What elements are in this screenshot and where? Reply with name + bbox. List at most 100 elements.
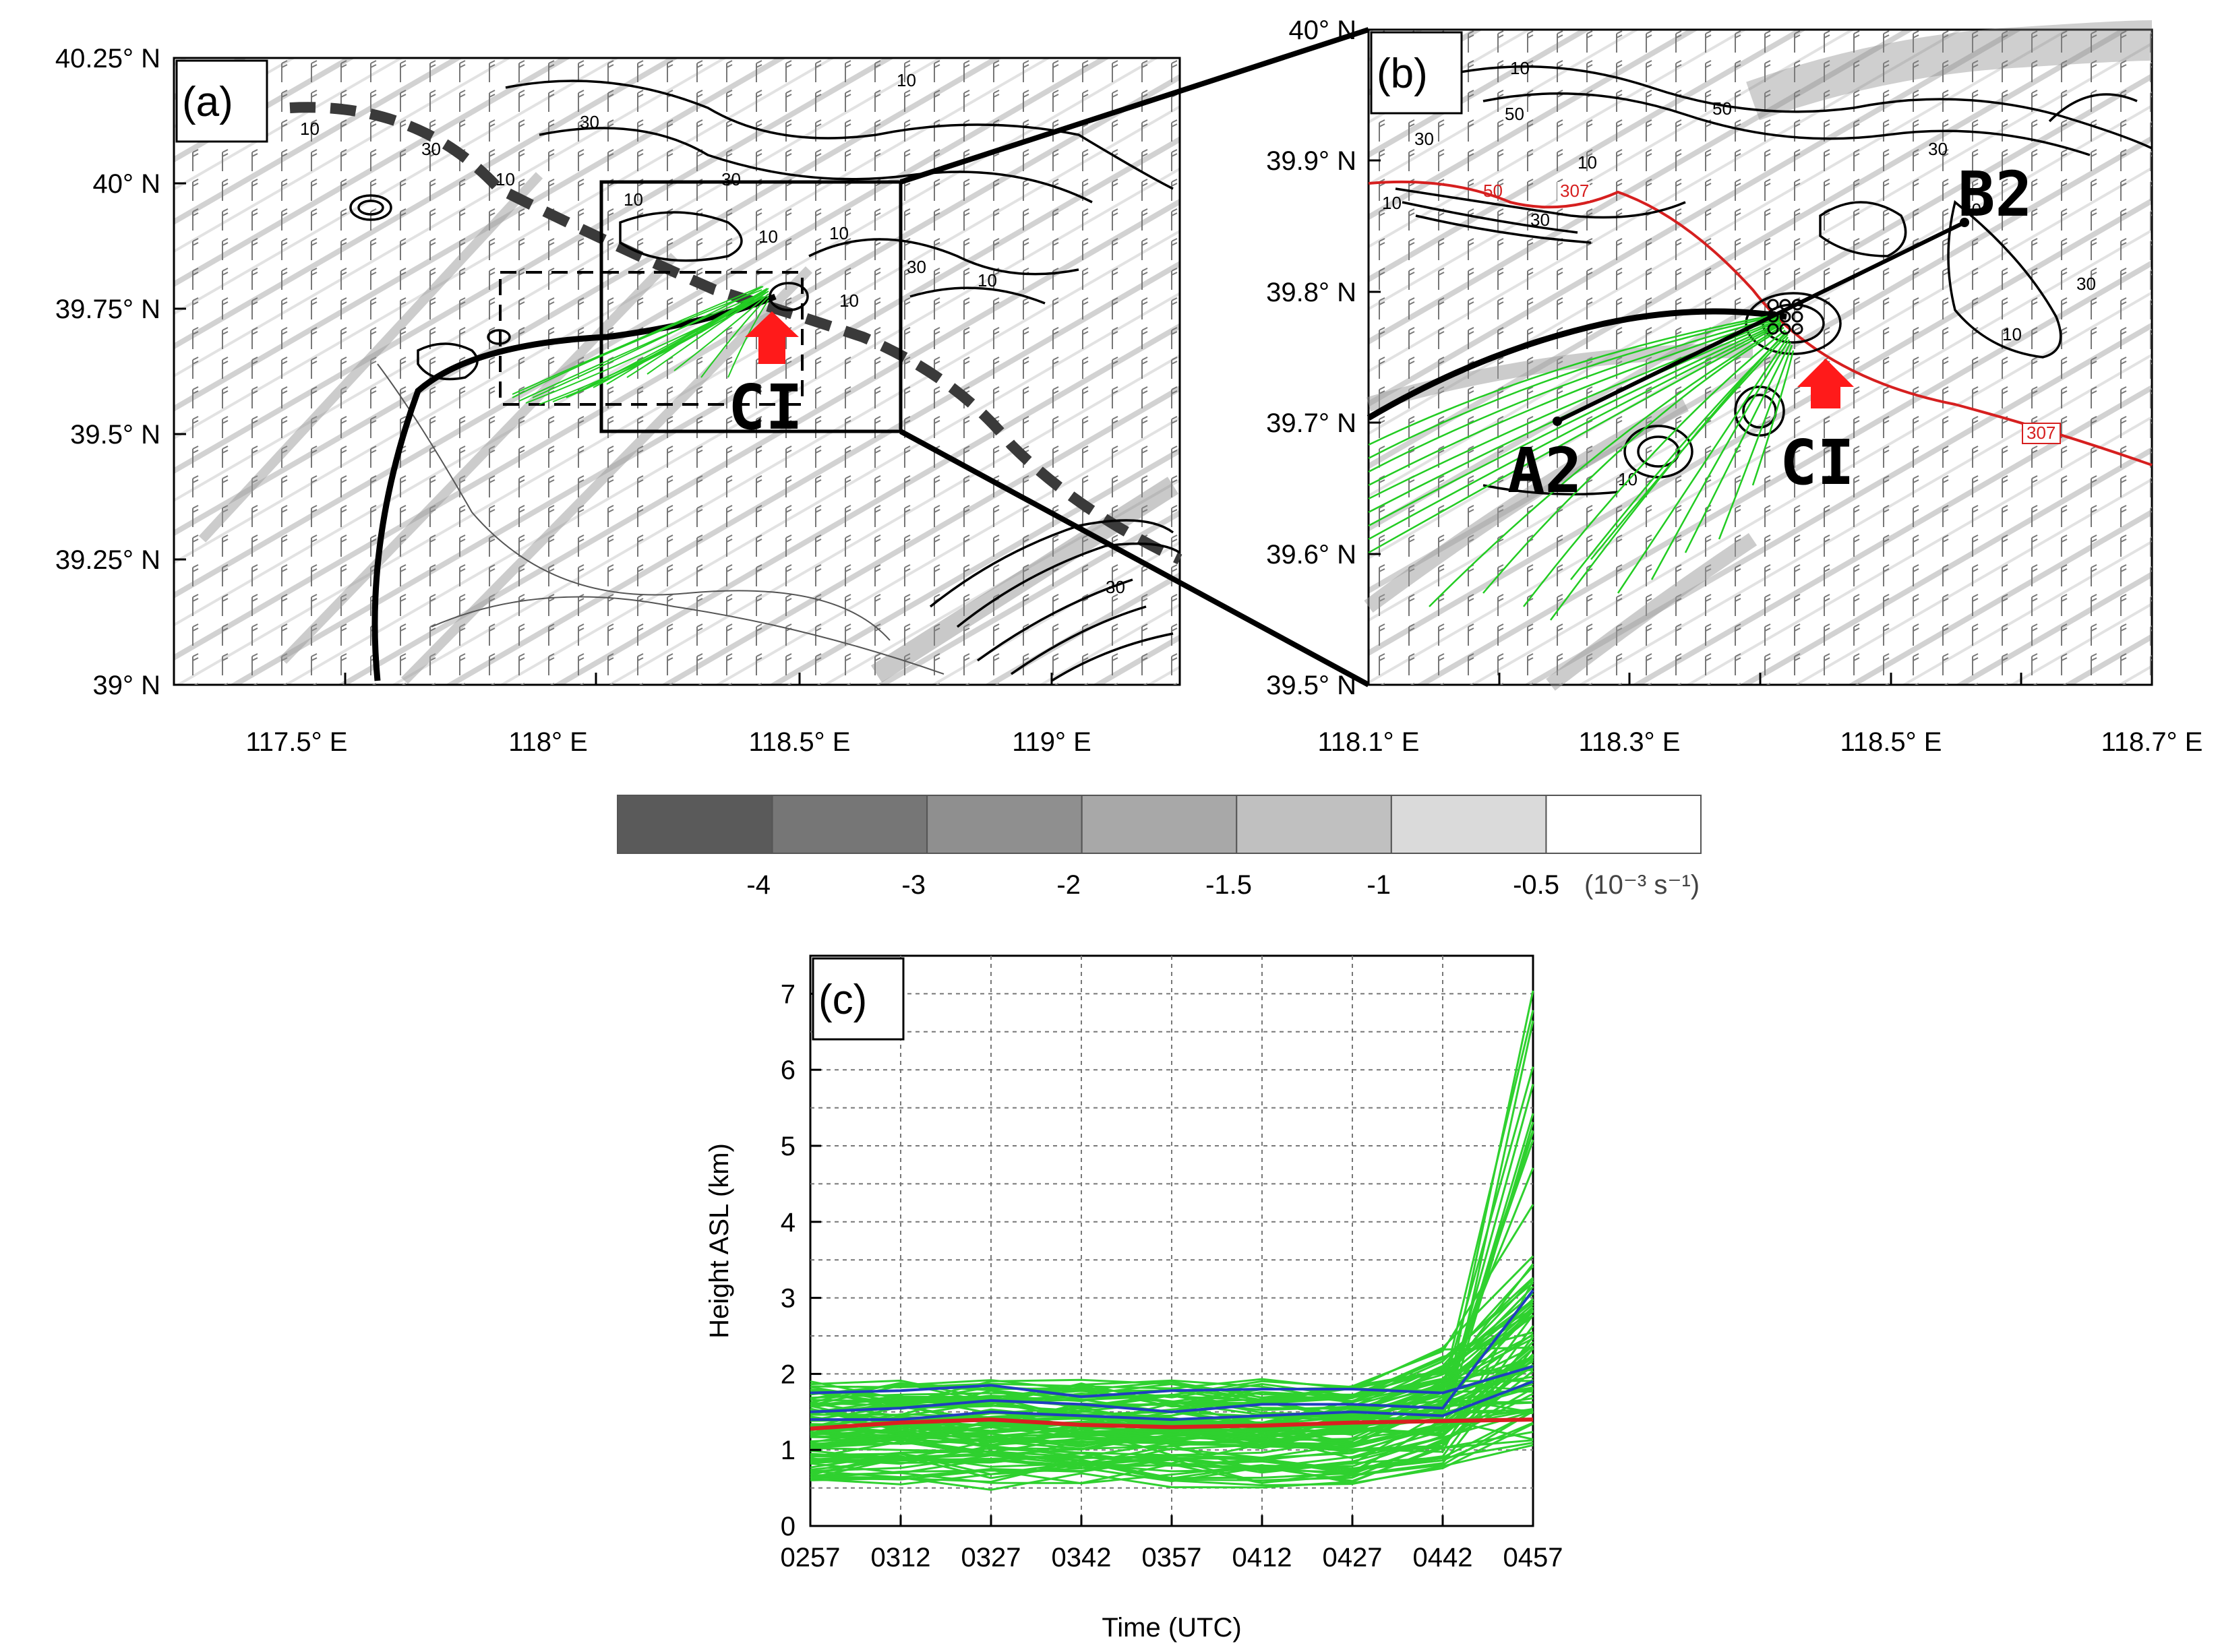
x-axis-label: Time (UTC): [1102, 1613, 1241, 1643]
theta-line: [1368, 180, 2153, 466]
ci-arrow-a: [745, 311, 799, 364]
lon-tick-b: 118.5° E: [1840, 727, 1942, 757]
colorbar: [617, 795, 1702, 854]
colorbar-swatch: [1545, 795, 1702, 854]
point-a2-label: A2: [1507, 435, 1582, 507]
contour-label-b: 50: [1483, 181, 1503, 201]
y-tick-label: 4: [781, 1208, 796, 1237]
lat-tick-a: 39.5° N: [70, 420, 160, 450]
contour-label: 10: [496, 169, 515, 189]
contour-label: 30: [721, 169, 741, 189]
lat-tick-a: 40° N: [93, 169, 161, 199]
contour-label-b: 10: [1618, 469, 1638, 489]
colorbar-tick: -2: [1056, 870, 1081, 900]
x-tick-label: 0257: [781, 1543, 841, 1572]
lat-tick-b: 39.5° N: [1266, 671, 1356, 700]
lon-tick-a: 118° E: [508, 727, 588, 757]
contour-label-b: 10: [1382, 193, 1402, 213]
trajectory-line: [810, 1301, 1534, 1399]
contour-label-b: 30: [2076, 274, 2096, 294]
y-axis-label: Height ASL (km): [704, 1143, 734, 1339]
x-tick-label: 0312: [871, 1543, 931, 1572]
contour-label-b: 10: [1578, 152, 1597, 173]
colorbar-swatch: [1236, 795, 1392, 854]
colorbar-tick: -4: [746, 870, 771, 900]
contour-label: 10: [839, 290, 859, 311]
y-tick-label: 5: [781, 1132, 796, 1161]
solid-boundary-line-b: [1367, 308, 1787, 421]
trajectory-line: [810, 1423, 1534, 1485]
trajectory-line: [810, 1397, 1534, 1454]
trajectory-line: [810, 1357, 1534, 1426]
colorbar-tick: -3: [901, 870, 926, 900]
contour-label: 30: [1106, 577, 1125, 597]
contour-label-b: 10: [1510, 58, 1530, 78]
panel-a: 10 30 30 10 30 10 10 10 30 10 10 30 10: [55, 44, 1182, 757]
ci-label-b: CI: [1780, 427, 1855, 499]
x-tick-label: 0457: [1503, 1543, 1563, 1572]
x-tick-label: 0357: [1142, 1543, 1202, 1572]
dashed-front-line: [289, 102, 1182, 565]
y-ticks: 0 1 2 3 4 5 6 7: [781, 979, 821, 1541]
zoom-connector-bottom: [899, 429, 1370, 687]
y-tick-label: 3: [781, 1284, 796, 1314]
start-points: [1767, 299, 1803, 335]
panel-c-label: (c): [818, 977, 867, 1023]
x-tick-label: 0442: [1413, 1543, 1473, 1572]
trajectory-line: [810, 1387, 1534, 1483]
x-tick-label: 0427: [1323, 1543, 1383, 1572]
y-tick-label: 1: [781, 1436, 796, 1465]
colorbar-tick: -1: [1367, 870, 1391, 900]
contour-label-b: 50: [1505, 104, 1524, 124]
trajectory-line: [810, 1410, 1534, 1484]
contour-label-b: 30: [1962, 200, 1981, 220]
colorbar-swatch: [617, 795, 773, 854]
lat-tick-a: 40.25° N: [55, 44, 160, 73]
x-ticks: 0257 0312 0327 0342 0357 0412 0427 0442 0457: [781, 1515, 1563, 1572]
colorbar-swatch: [1081, 795, 1238, 854]
contour-label: 10: [978, 270, 997, 290]
panel-b-label: (b): [1377, 51, 1428, 97]
trajectory-line: [810, 1410, 1534, 1461]
lat-tick-b: 39.6° N: [1266, 540, 1356, 570]
trajectory-line: [810, 1347, 1534, 1476]
series-line: [810, 1289, 1534, 1413]
contour-label-b: 10: [2002, 324, 2022, 344]
contour-label-b: 30: [1928, 139, 1948, 159]
colorbar-tick: -1.5: [1205, 870, 1252, 900]
zoom-region-box: [599, 180, 903, 433]
lon-tick-b: 118.3° E: [1579, 727, 1681, 757]
trajectory-line: [810, 1366, 1534, 1465]
colorbar-swatch: [771, 795, 928, 854]
contour-label: 10: [624, 189, 643, 210]
theta-label: 307: [2027, 423, 2056, 443]
y-tick-label: 0: [781, 1512, 796, 1541]
panel-c: 0 1 2 3 4 5 6 7 0257 0312 0327 0342 0357 0412 0427 044…: [704, 954, 1563, 1643]
series-line: [810, 1380, 1534, 1421]
series-line: [810, 1417, 1534, 1431]
dashed-region-box: [499, 271, 804, 406]
x-tick-label: 0412: [1232, 1543, 1292, 1572]
lon-tick-b: 118.1° E: [1318, 727, 1420, 757]
contour-label: 10: [829, 223, 849, 243]
panel-a-label: (a): [182, 79, 233, 125]
lon-tick-a: 117.5° E: [246, 727, 348, 757]
y-tick-label: 7: [781, 979, 796, 1009]
trajectory-line: [810, 1325, 1534, 1465]
lat-tick-b: 40° N: [1289, 16, 1357, 45]
trajectory-line: [810, 1336, 1534, 1479]
zoom-connector-top: [899, 27, 1370, 185]
contour-label: 30: [907, 257, 926, 277]
contour-label: 30: [421, 139, 441, 159]
contour-label: 10: [897, 70, 916, 90]
lat-tick-b: 39.9° N: [1266, 146, 1356, 176]
colorbar-swatch: [1390, 795, 1547, 854]
trajectory-line: [810, 1383, 1534, 1434]
panel-b: 307 307 10 50 50 30 10: [1266, 16, 2202, 757]
lat-tick-a: 39° N: [93, 671, 161, 700]
contour-label-b: 50: [1712, 98, 1732, 119]
x-tick-label: 0327: [961, 1543, 1021, 1572]
colorbar-unit: (10⁻³ s⁻¹): [1584, 870, 1700, 900]
x-tick-label: 0342: [1052, 1543, 1112, 1572]
colorbar-swatch: [926, 795, 1083, 854]
